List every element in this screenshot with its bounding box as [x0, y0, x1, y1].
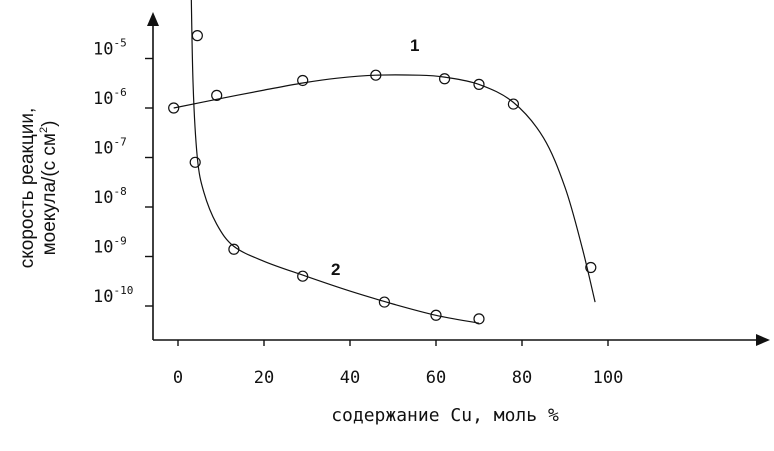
series-2-point — [228, 243, 240, 255]
series-curves — [173, 0, 596, 324]
series-1-point — [370, 69, 382, 81]
y-tick-label: 10-5 — [93, 37, 127, 60]
series-2-point — [473, 313, 485, 325]
x-axis-arrow-icon — [756, 334, 770, 346]
series-2-point — [191, 30, 203, 42]
y-tick-label: 10-6 — [93, 86, 127, 109]
x-tick-label: 100 — [593, 368, 624, 388]
series-1-point — [585, 261, 597, 274]
y-tick-label: 10-9 — [93, 235, 127, 258]
x-axis-label: содержание Cu, моль % — [331, 405, 559, 426]
x-tick-label: 20 — [254, 368, 274, 388]
x-tick-label: 0 — [173, 368, 183, 388]
series-2-point — [378, 296, 390, 308]
series-1-point — [439, 73, 451, 85]
y-axis-label-line2: моекула/(с см2) — [38, 121, 60, 256]
series-1-point — [297, 74, 309, 87]
x-tick-label: 60 — [426, 368, 446, 388]
y-tick-label: 10-7 — [93, 136, 127, 159]
series-2-point — [189, 156, 201, 168]
x-tick-label: 40 — [340, 368, 360, 388]
x-axis — [153, 334, 770, 346]
series-2-label: 2 — [331, 260, 340, 279]
series-1-point — [507, 98, 520, 110]
y-tick-label: 10-8 — [93, 185, 127, 208]
series-1-label: 1 — [410, 36, 419, 55]
series-1-point — [473, 78, 485, 90]
series-1-point — [168, 102, 180, 114]
series-1-curve — [173, 74, 596, 303]
series-1-point — [211, 89, 223, 101]
series-2-point — [297, 270, 309, 282]
y-tick-label: 10-10 — [93, 284, 133, 307]
y-axis-label: скорость реакции, моекула/(с см2) — [17, 108, 60, 269]
series-2-curve — [190, 0, 480, 324]
y-axis — [147, 12, 159, 340]
x-tick-label: 80 — [512, 368, 532, 388]
x-ticks: 0 20 40 60 80 100 — [173, 340, 623, 388]
y-axis-arrow-icon — [147, 12, 159, 26]
series-points — [168, 30, 597, 325]
y-ticks: 10-5 10-6 10-7 10-8 10-9 10-10 — [93, 37, 153, 307]
series-2-point — [430, 309, 442, 321]
y-axis-label-line1: скорость реакции, — [17, 108, 38, 269]
